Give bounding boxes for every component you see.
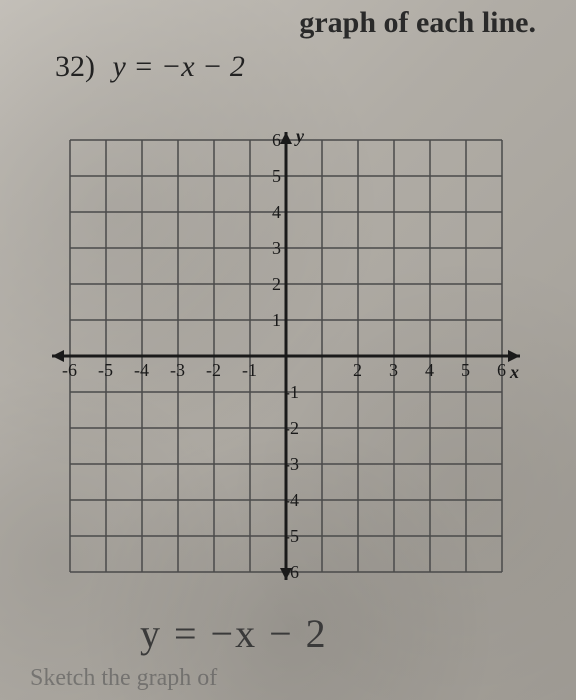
- svg-text:3: 3: [389, 360, 398, 380]
- header-partial-text: graph of each line.: [299, 6, 536, 40]
- svg-text:3: 3: [272, 238, 281, 258]
- problem-number: 32): [55, 50, 95, 83]
- footer-partial-text: Sketch the graph of: [30, 665, 217, 692]
- svg-text:1: 1: [272, 310, 281, 330]
- svg-text:-2: -2: [206, 360, 221, 380]
- grid-svg: y x -6 -5 -4 -3 -2 -1 2 3 4 5 6 1 2 3 4 5 6 -1 -2 -3 -4 -5 -6: [50, 130, 520, 600]
- svg-text:x: x: [509, 362, 519, 382]
- svg-text:-6: -6: [62, 360, 77, 380]
- svg-text:-5: -5: [98, 360, 113, 380]
- svg-text:-1: -1: [242, 360, 257, 380]
- svg-text:4: 4: [425, 360, 434, 380]
- svg-text:6: 6: [272, 130, 281, 150]
- problem-equation: y = −x − 2: [113, 50, 245, 83]
- problem-line: 32) y = −x − 2: [55, 50, 245, 84]
- svg-text:-2: -2: [284, 418, 299, 438]
- svg-text:-3: -3: [284, 454, 299, 474]
- svg-text:2: 2: [272, 274, 281, 294]
- svg-text:-4: -4: [134, 360, 149, 380]
- svg-text:-3: -3: [170, 360, 185, 380]
- svg-text:-5: -5: [284, 526, 299, 546]
- worksheet-page: graph of each line. 32) y = −x − 2 y x -6 -…: [0, 0, 576, 700]
- handwritten-equation: y = −x − 2: [140, 610, 328, 657]
- svg-text:6: 6: [497, 360, 506, 380]
- svg-text:5: 5: [272, 166, 281, 186]
- svg-text:4: 4: [272, 202, 281, 222]
- svg-text:-4: -4: [284, 490, 299, 510]
- svg-text:5: 5: [461, 360, 470, 380]
- coordinate-grid: y x -6 -5 -4 -3 -2 -1 2 3 4 5 6 1 2 3 4 5 6 -1 -2 -3 -4 -5 -6: [50, 130, 520, 600]
- svg-text:2: 2: [353, 360, 362, 380]
- svg-text:y: y: [294, 130, 305, 146]
- svg-text:-1: -1: [284, 382, 299, 402]
- svg-text:-6: -6: [284, 562, 299, 582]
